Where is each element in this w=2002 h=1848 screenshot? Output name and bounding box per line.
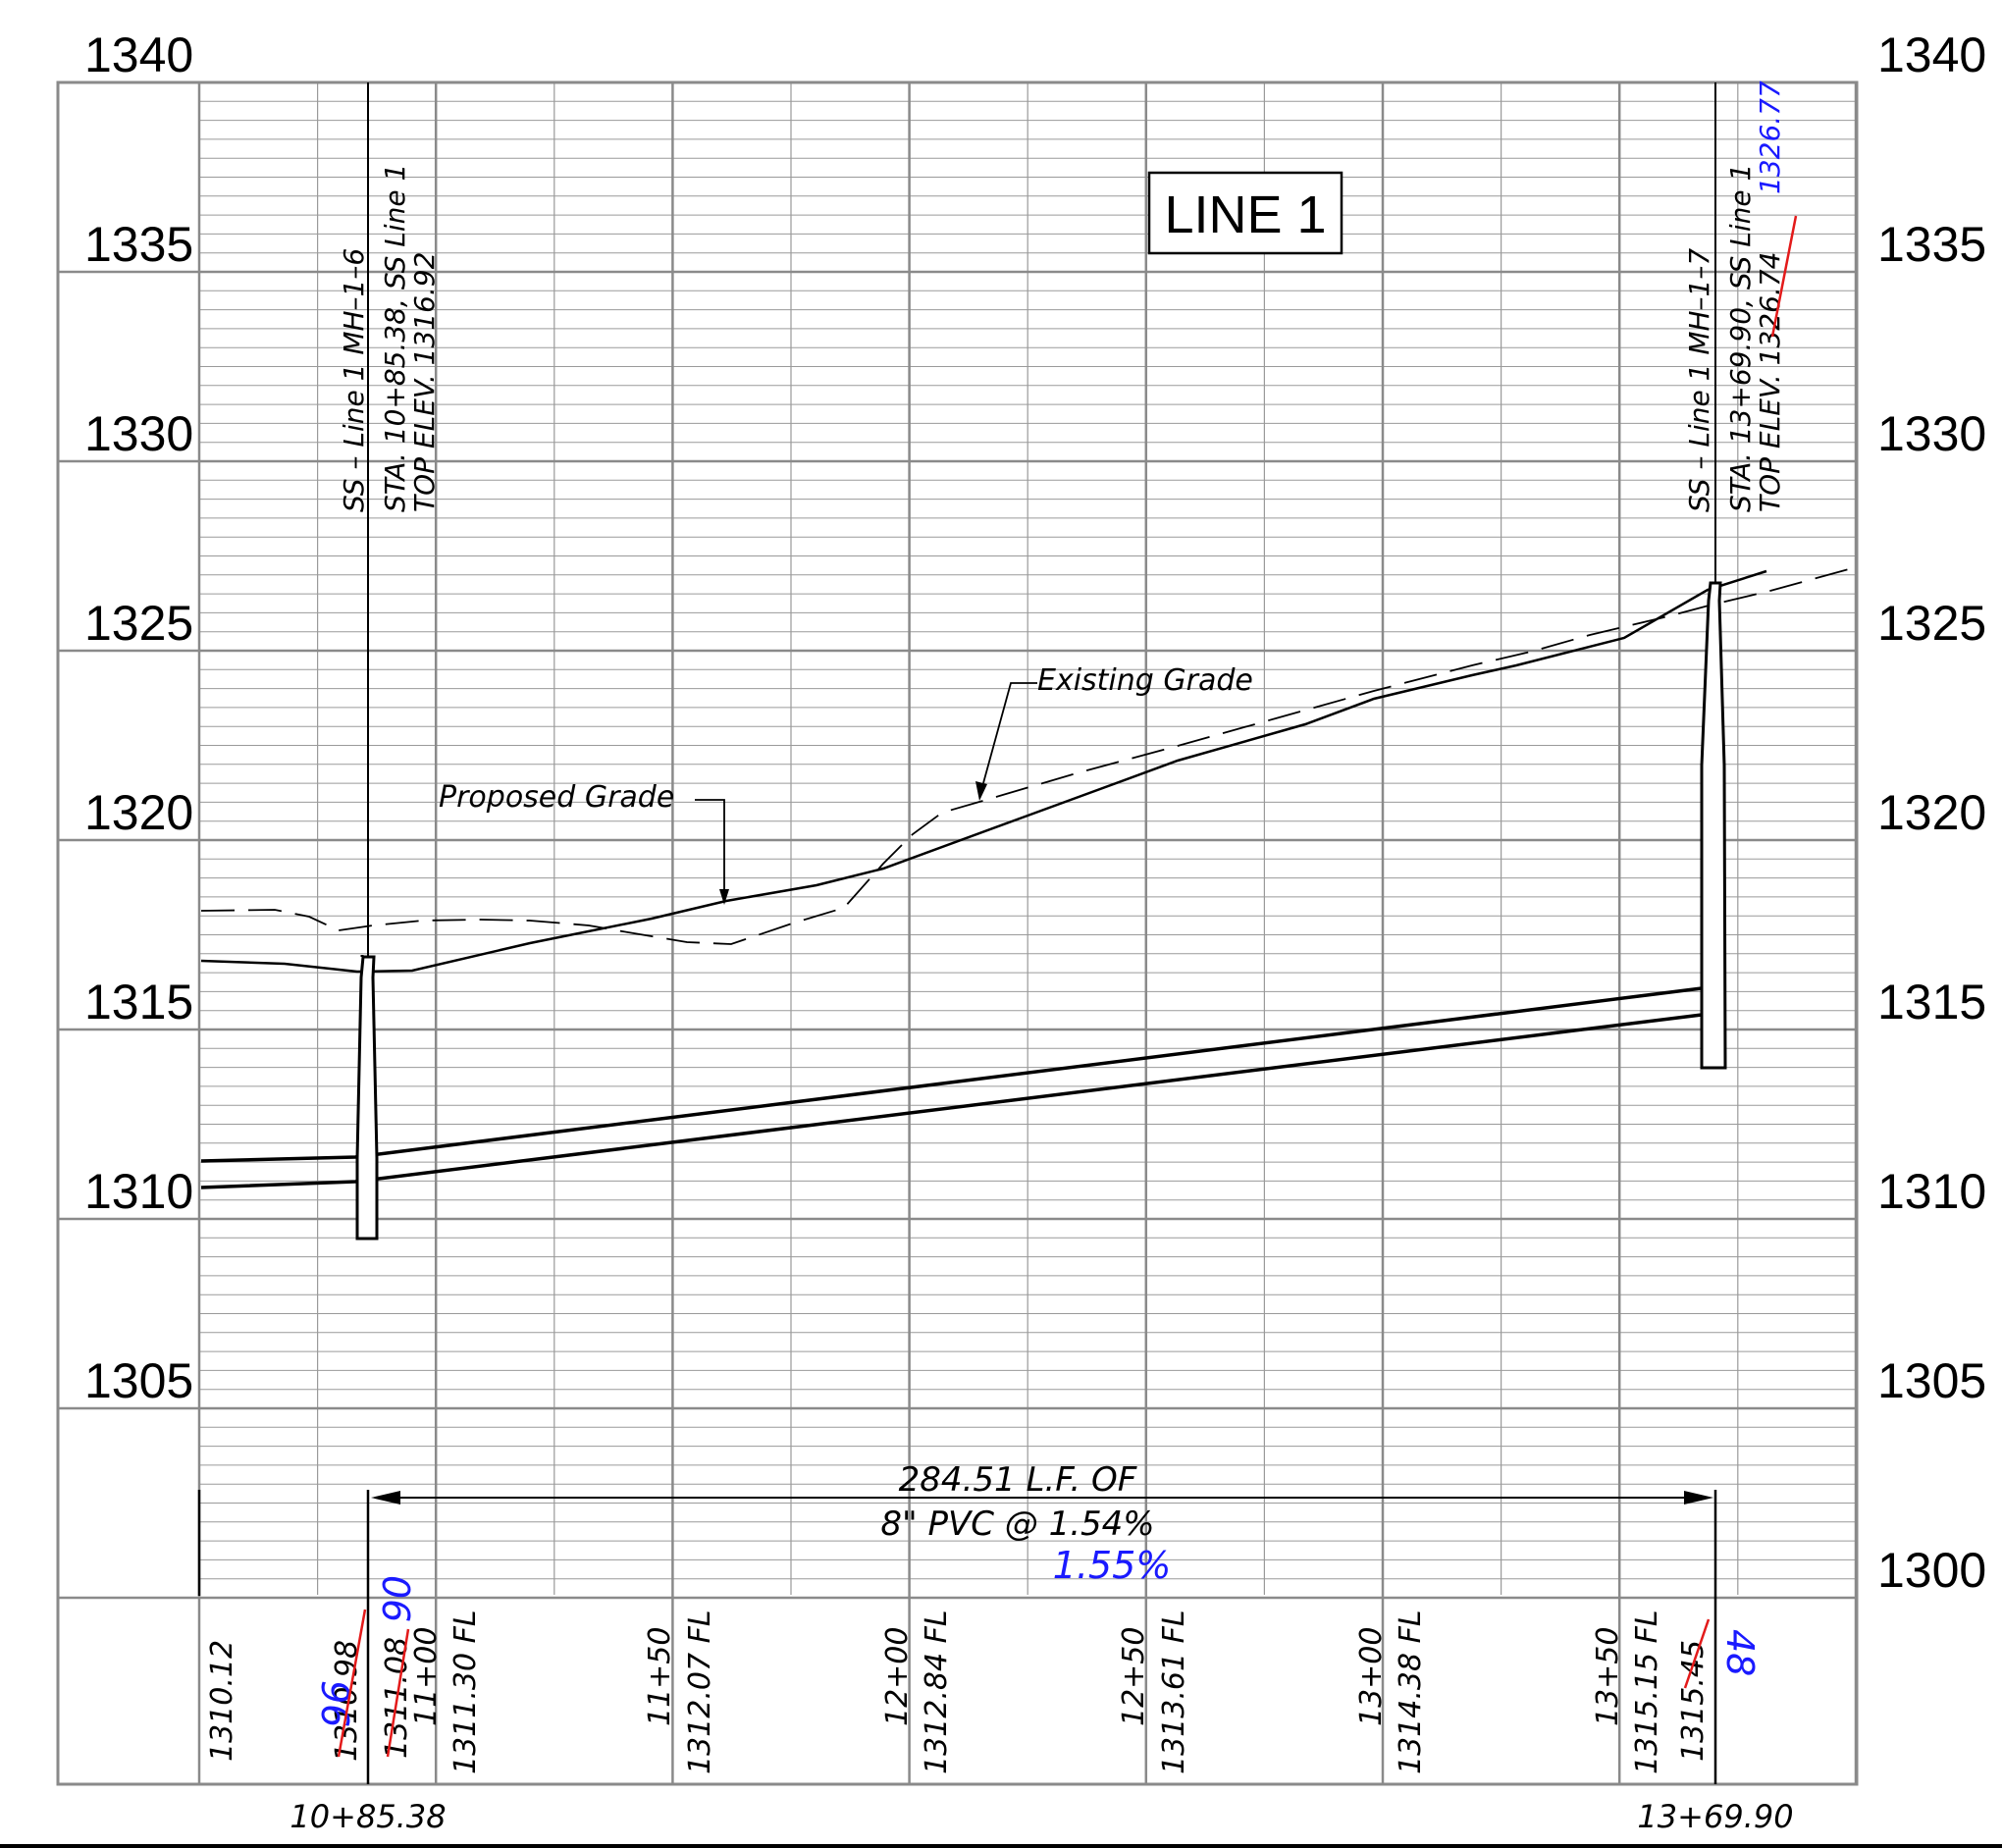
elev-label: 1340 — [1877, 27, 1986, 82]
proposed-grade-line — [200, 569, 1767, 974]
flowline-elevation-struck: 1310.98 — [330, 1640, 364, 1762]
station-label-end: 13+69.90 — [1637, 1798, 1793, 1835]
manhole-structure-left — [355, 955, 379, 1241]
top-elev-struck: 1326.74 — [1754, 252, 1786, 366]
flowline-revised: 06 — [374, 1575, 417, 1622]
station-label: 11+50 — [643, 1627, 677, 1726]
station-label: 13+00 — [1354, 1627, 1389, 1726]
elev-label: 1340 — [84, 27, 193, 82]
elev-label: 1315 — [1877, 975, 1986, 1030]
manhole-label-right: SS – Line 1 MH–1–7 STA. 13+69.90, SS Lin… — [1683, 80, 1786, 512]
pipe-slope-text: 8" PVC @ 1.54% — [880, 1505, 1154, 1544]
minor-grid-vertical — [317, 82, 1739, 1595]
station-label: 11+00 — [409, 1627, 444, 1726]
proposed-grade-leader — [695, 799, 725, 893]
existing-grade-callout: Existing Grade — [1037, 663, 1253, 698]
proposed-grade-callout: Proposed Grade — [439, 780, 674, 815]
elev-label: 1305 — [1877, 1353, 1986, 1408]
top-elev-revised: 1326.77 — [1754, 80, 1786, 194]
pipe-slope-revised: 1.55% — [1053, 1544, 1172, 1587]
pipe-crown-line — [200, 986, 1703, 1163]
profile-title: LINE 1 — [1164, 185, 1326, 244]
revision-strike-marks — [337, 1609, 1711, 1758]
flowline-elevation: 1315.15 FL — [1630, 1610, 1664, 1774]
elev-label: 1300 — [1877, 1543, 1986, 1598]
flowline-elevation: 1310.12 — [205, 1640, 239, 1762]
elev-label: 1320 — [1877, 785, 1986, 840]
manhole-top-elev: TOP ELEV. 1326.74 — [1754, 252, 1786, 512]
flowline-elevation: 1314.38 FL — [1394, 1610, 1428, 1774]
manhole-structure-right — [1700, 581, 1727, 1070]
station-label-start: 10+85.38 — [290, 1798, 446, 1835]
existing-grade-leader — [982, 682, 1037, 784]
elevation-labels-right: 1340 1335 1330 1325 1320 1315 1310 1305 … — [1877, 27, 1986, 1598]
elev-label: 1335 — [84, 217, 193, 272]
elev-label: 1330 — [1877, 406, 1986, 461]
manhole-label-left: SS – Line 1 MH–1–6 STA. 10+85.38, SS Lin… — [338, 164, 441, 512]
station-label: 13+50 — [1591, 1627, 1625, 1726]
flowline-elevation: 1312.84 FL — [920, 1610, 954, 1774]
manhole-station: STA. 13+69.90, SS Line 1 — [1724, 164, 1757, 512]
flowline-elevation: 1311.30 FL — [448, 1610, 483, 1774]
elevation-labels-left: 1340 1335 1330 1325 1320 1315 1310 1305 — [84, 27, 193, 1408]
flowline-elevation: 1313.61 FL — [1157, 1610, 1191, 1774]
pipe-length-text: 284.51 L.F. OF — [899, 1460, 1137, 1500]
elev-label: 1315 — [84, 975, 193, 1030]
manhole-station: STA. 10+85.38, SS Line 1 — [379, 164, 411, 512]
existing-grade-arrowhead — [975, 781, 987, 801]
manhole-name: SS – Line 1 MH–1–7 — [1683, 248, 1715, 512]
flowline-elevation-struck: 1315.45 — [1676, 1640, 1711, 1762]
station-label: 12+50 — [1117, 1627, 1151, 1726]
revision-strike — [1770, 215, 1798, 338]
pipe-length-dimension — [197, 1490, 1717, 1784]
dimension-arrow-left — [371, 1491, 400, 1505]
elev-label: 1310 — [84, 1164, 193, 1219]
title-box — [1147, 171, 1343, 255]
proposed-grade-arrowhead — [719, 889, 729, 905]
station-label: 12+00 — [880, 1627, 915, 1726]
elev-label: 1335 — [1877, 217, 1986, 272]
sewer-pipe — [200, 986, 1703, 1189]
major-grid-vertical — [434, 82, 1621, 1784]
pipe-invert-line — [200, 1013, 1703, 1189]
top-elev-prefix: TOP ELEV. — [1754, 374, 1786, 512]
elev-label: 1305 — [84, 1353, 193, 1408]
manhole-top-elev: TOP ELEV. 1316.92 — [408, 252, 441, 512]
flowline-revised: 96 — [313, 1680, 356, 1727]
elev-label: 1320 — [84, 785, 193, 840]
flowline-elevation: 1312.07 FL — [683, 1610, 717, 1774]
flowline-revised: 48 — [1718, 1629, 1762, 1676]
flowline-labels: 1310.12 1310.98 96 1311.08 06 11+00 1311… — [205, 1575, 1762, 1774]
elev-label: 1330 — [84, 406, 193, 461]
major-grid-horizontal — [58, 270, 1856, 1600]
elev-label: 1310 — [1877, 1164, 1986, 1219]
manhole-name: SS – Line 1 MH–1–6 — [338, 248, 370, 512]
existing-grade-line — [200, 566, 1857, 945]
elev-label: 1325 — [84, 596, 193, 651]
dimension-arrow-right — [1684, 1491, 1713, 1505]
elev-label: 1325 — [1877, 596, 1986, 651]
